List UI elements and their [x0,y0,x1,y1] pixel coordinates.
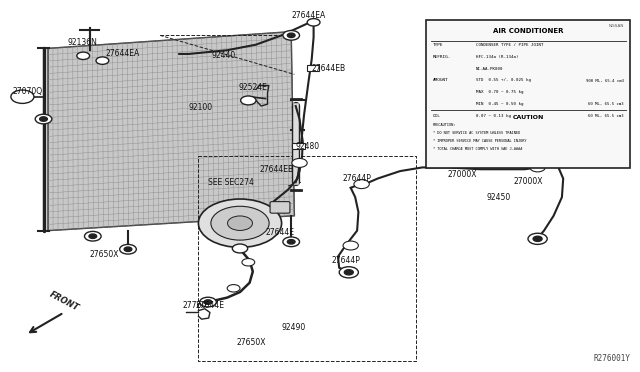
Circle shape [204,300,212,304]
Circle shape [287,33,295,38]
Circle shape [96,57,109,64]
Circle shape [344,270,353,275]
FancyBboxPatch shape [307,65,319,71]
Text: NI-AA-PK000: NI-AA-PK000 [476,67,503,71]
Text: 27650X: 27650X [237,338,266,347]
Text: 92490: 92490 [282,323,306,332]
Circle shape [35,114,52,124]
Circle shape [339,267,358,278]
Circle shape [198,199,282,247]
Text: 27644E: 27644E [266,228,294,237]
Text: 27644EA: 27644EA [291,11,326,20]
Circle shape [200,297,216,307]
Circle shape [533,236,542,241]
Text: TYPE: TYPE [433,43,443,47]
Text: 27644E: 27644E [195,301,224,310]
Text: 92524E: 92524E [239,83,268,92]
FancyBboxPatch shape [292,143,305,149]
Text: STD  0.55 +/- 0.025 kg: STD 0.55 +/- 0.025 kg [476,78,531,83]
Text: * TOTAL CHARGE MUST COMPLY WITH SAE J-####: * TOTAL CHARGE MUST COMPLY WITH SAE J-##… [433,147,522,151]
Text: 92136N: 92136N [67,38,97,47]
Text: HFC-134a (R-134a): HFC-134a (R-134a) [476,55,518,59]
Circle shape [89,234,97,238]
Text: 0.07 ~ 0.13 kg: 0.07 ~ 0.13 kg [476,114,511,118]
Text: 27644EA: 27644EA [106,49,140,58]
Circle shape [84,231,101,241]
Text: 27644P: 27644P [332,256,360,265]
Text: PRECAUTION:: PRECAUTION: [433,123,456,127]
Text: * IMPROPER SERVICE MAY CAUSE PERSONAL INJURY: * IMPROPER SERVICE MAY CAUSE PERSONAL IN… [433,139,526,143]
Text: AIR CONDITIONER: AIR CONDITIONER [493,28,564,34]
Circle shape [241,96,256,105]
FancyBboxPatch shape [426,20,630,168]
Circle shape [283,237,300,247]
Text: MAX  0.70 ~ 0.75 kg: MAX 0.70 ~ 0.75 kg [476,90,523,94]
Polygon shape [48,32,294,231]
Circle shape [124,247,132,251]
Circle shape [354,180,369,189]
Circle shape [227,285,240,292]
Circle shape [292,158,307,167]
Circle shape [11,90,34,103]
Text: NISSAN: NISSAN [609,24,624,28]
Circle shape [530,163,545,172]
Text: R276001Y: R276001Y [593,354,630,363]
Circle shape [343,241,358,250]
Text: 27650X: 27650X [90,250,119,259]
Circle shape [40,117,47,121]
Text: 60 ML, 65.5 cm3: 60 ML, 65.5 cm3 [588,102,624,106]
Text: 27644EB: 27644EB [259,165,293,174]
Text: 92100: 92100 [189,103,213,112]
Circle shape [211,206,269,240]
Text: 60 ML, 65.5 cm3: 60 ML, 65.5 cm3 [588,114,624,118]
FancyBboxPatch shape [270,202,290,213]
Text: 92480: 92480 [296,142,320,151]
Text: 27644EB: 27644EB [312,64,346,73]
Circle shape [528,233,547,244]
Text: MIN  0.45 ~ 0.50 kg: MIN 0.45 ~ 0.50 kg [476,102,523,106]
Circle shape [228,216,253,230]
Text: 27000X: 27000X [448,170,477,179]
Text: 27070Q: 27070Q [13,87,43,96]
Text: OIL: OIL [433,114,440,118]
Text: 92450: 92450 [486,193,511,202]
Text: CAUTION: CAUTION [513,115,544,120]
Text: SEE SEC274: SEE SEC274 [208,178,254,187]
Text: REFRIG.: REFRIG. [433,55,451,59]
Text: 27000X: 27000X [513,177,543,186]
Circle shape [287,240,295,244]
Text: 27760: 27760 [182,301,207,310]
Text: FRONT: FRONT [48,289,81,312]
Text: AMOUNT: AMOUNT [433,78,449,83]
Circle shape [307,19,320,26]
Circle shape [283,31,300,40]
Circle shape [120,244,136,254]
Text: CONDENSER TYPE / PIPE JOINT: CONDENSER TYPE / PIPE JOINT [476,43,543,47]
Text: 27644P: 27644P [342,174,371,183]
Circle shape [77,52,90,60]
Circle shape [242,259,255,266]
Circle shape [232,244,248,253]
Text: 92440: 92440 [211,51,236,60]
Text: 900 ML, 65.4 cm3: 900 ML, 65.4 cm3 [586,78,624,83]
Text: * DO NOT SERVICE AC SYSTEM UNLESS TRAINED: * DO NOT SERVICE AC SYSTEM UNLESS TRAINE… [433,131,520,135]
